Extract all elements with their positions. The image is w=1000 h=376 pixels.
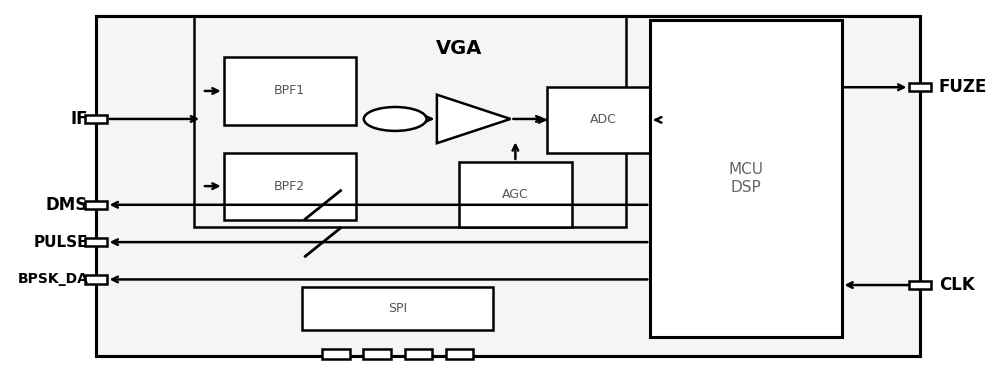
Bar [224, 153, 356, 220]
Text: SPI: SPI [388, 302, 407, 315]
Text: AGC: AGC [502, 188, 529, 201]
Bar [96, 16, 920, 356]
Text: CLK: CLK [939, 276, 974, 294]
Text: DMS: DMS [46, 196, 88, 214]
Bar [85, 115, 107, 123]
Bar [363, 349, 391, 359]
Bar [224, 58, 356, 124]
Bar [85, 201, 107, 209]
Bar [194, 16, 626, 227]
Text: BPF2: BPF2 [274, 180, 305, 193]
Text: VGA: VGA [436, 39, 482, 58]
Bar [96, 16, 920, 356]
Text: BPF1: BPF1 [274, 85, 305, 97]
Text: MCU
DSP: MCU DSP [728, 162, 763, 195]
Bar [459, 162, 572, 227]
Bar [547, 87, 660, 153]
Bar [909, 83, 931, 91]
Bar [405, 349, 432, 359]
Bar [302, 287, 493, 330]
Text: FUZE: FUZE [939, 78, 987, 96]
Bar [322, 349, 350, 359]
Text: IF: IF [71, 110, 88, 128]
Text: PULSE: PULSE [34, 235, 88, 250]
Bar [909, 281, 931, 289]
Polygon shape [437, 95, 510, 143]
Bar [85, 238, 107, 246]
Bar [650, 20, 842, 337]
Text: ADC: ADC [590, 114, 617, 126]
Bar [85, 275, 107, 284]
Circle shape [364, 107, 427, 131]
Bar [446, 349, 473, 359]
Text: BPSK_DA: BPSK_DA [17, 273, 88, 287]
